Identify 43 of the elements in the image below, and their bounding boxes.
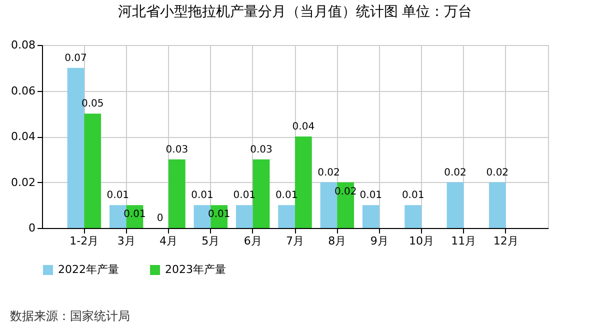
- x-tick-label: 6月: [244, 234, 262, 248]
- data-label: 0.03: [166, 144, 188, 156]
- x-tick-label: 8月: [328, 234, 346, 248]
- data-label: 0.01: [402, 190, 424, 202]
- legend-label: 2022年产量: [58, 263, 119, 276]
- x-tick-label: 11月: [451, 234, 476, 248]
- data-label: 0.02: [444, 167, 466, 178]
- data-label: 0.05: [81, 98, 104, 110]
- bar: [84, 114, 102, 228]
- x-tick-label: 3月: [117, 234, 136, 248]
- data-label: 0.01: [360, 190, 382, 202]
- data-label: 0.04: [292, 122, 315, 132]
- bar: [295, 136, 312, 228]
- legend-label: 2023年产量: [165, 263, 226, 276]
- bar: [404, 205, 422, 228]
- data-label: 0.02: [486, 167, 509, 178]
- data-label: 0.02: [318, 167, 340, 178]
- y-tick-label: 0: [28, 222, 36, 234]
- y-tick-label: 0.08: [11, 38, 36, 52]
- bar: [168, 159, 186, 228]
- data-label: 0.03: [250, 144, 272, 156]
- x-tick-label: 5月: [202, 234, 220, 248]
- bar: [362, 205, 380, 228]
- bar: [236, 205, 253, 228]
- y-tick-label: 0.04: [11, 130, 36, 143]
- x-tick-label: 1-2月: [70, 234, 99, 248]
- data-label: 0.07: [64, 52, 87, 64]
- x-tick-label: 4月: [160, 234, 178, 248]
- source-note: 数据来源：国家统计局: [10, 308, 130, 325]
- bar: [252, 159, 270, 228]
- x-tick-label: 12月: [493, 234, 518, 248]
- chart-title: 河北省小型拖拉机产量分月（当月值）统计图 单位：万台: [118, 4, 472, 20]
- y-tick-label: 0.02: [11, 176, 36, 189]
- x-tick-label: 10月: [409, 234, 434, 248]
- y-tick-label: 0.06: [11, 84, 36, 98]
- bar: [446, 182, 464, 228]
- bar: [278, 205, 295, 228]
- data-label: 0: [156, 213, 164, 224]
- data-label: 0.01: [191, 190, 214, 202]
- bar: [488, 182, 506, 228]
- x-tick-label: 7月: [286, 234, 304, 248]
- data-label: 0.01: [106, 190, 130, 202]
- x-tick-label: 9月: [370, 234, 388, 248]
